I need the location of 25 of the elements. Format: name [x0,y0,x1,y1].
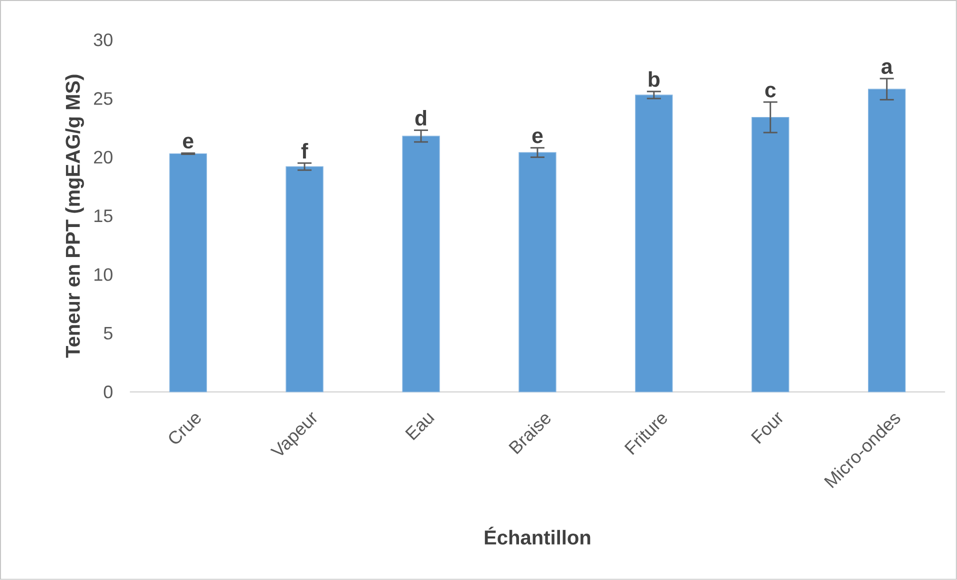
bar [868,88,906,392]
bar [635,94,673,392]
annotation: d [415,110,426,126]
x-tick-label: Crue [169,414,201,444]
annotation: e [183,136,194,149]
annotation: c [765,86,776,98]
bar [518,152,556,392]
y-tick-label: 5 [104,327,112,340]
annotation: e [532,132,543,144]
annotation: b [648,71,660,87]
x-axis-title: Échantillon [484,526,590,545]
y-tick-label: 0 [104,386,112,398]
y-tick-label: 20 [94,150,112,164]
y-tick-label: 15 [94,210,112,222]
annotation: f [301,143,308,159]
bar [402,136,440,392]
y-tick-label: 30 [94,34,112,46]
y-tick-label: 10 [94,268,112,282]
x-tick-label: Eau [405,412,435,440]
bar [286,166,324,392]
annotation: a [882,62,893,74]
bar [169,153,207,392]
y-tick-label: 25 [94,92,112,105]
bar [752,117,790,392]
y-axis-title: Teneur en PPT (mgEAG/g MS) [65,74,84,358]
